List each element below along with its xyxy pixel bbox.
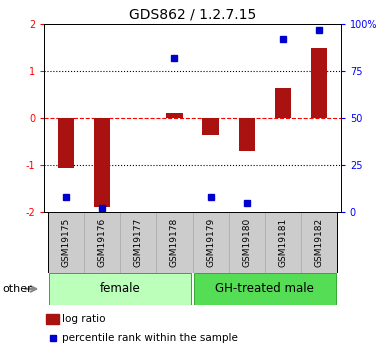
Bar [275, 88, 291, 118]
Text: other: other [2, 284, 32, 294]
Bar [120, 212, 156, 273]
Text: GSM19177: GSM19177 [134, 218, 143, 267]
Text: GSM19178: GSM19178 [170, 218, 179, 267]
Text: GH-treated male: GH-treated male [215, 283, 314, 295]
Bar [194, 273, 336, 305]
Bar [49, 273, 191, 305]
Text: log ratio: log ratio [62, 314, 106, 324]
Text: female: female [100, 283, 141, 295]
Text: percentile rank within the sample: percentile rank within the sample [62, 333, 238, 343]
Bar [203, 118, 219, 135]
Bar [94, 118, 110, 207]
Title: GDS862 / 1.2.7.15: GDS862 / 1.2.7.15 [129, 8, 256, 22]
Text: GSM19180: GSM19180 [242, 218, 251, 267]
Bar [84, 212, 120, 273]
Bar [156, 212, 192, 273]
Bar [166, 114, 182, 118]
Bar [265, 212, 301, 273]
Bar [192, 212, 229, 273]
Bar [48, 212, 84, 273]
Bar [301, 212, 337, 273]
Text: GSM19179: GSM19179 [206, 218, 215, 267]
Text: GSM19176: GSM19176 [98, 218, 107, 267]
Bar [239, 118, 255, 151]
Bar [46, 314, 59, 324]
Bar [311, 48, 327, 118]
Bar [229, 212, 265, 273]
Text: GSM19181: GSM19181 [278, 218, 287, 267]
Bar [58, 118, 74, 168]
Text: GSM19175: GSM19175 [62, 218, 70, 267]
Text: GSM19182: GSM19182 [315, 218, 323, 267]
